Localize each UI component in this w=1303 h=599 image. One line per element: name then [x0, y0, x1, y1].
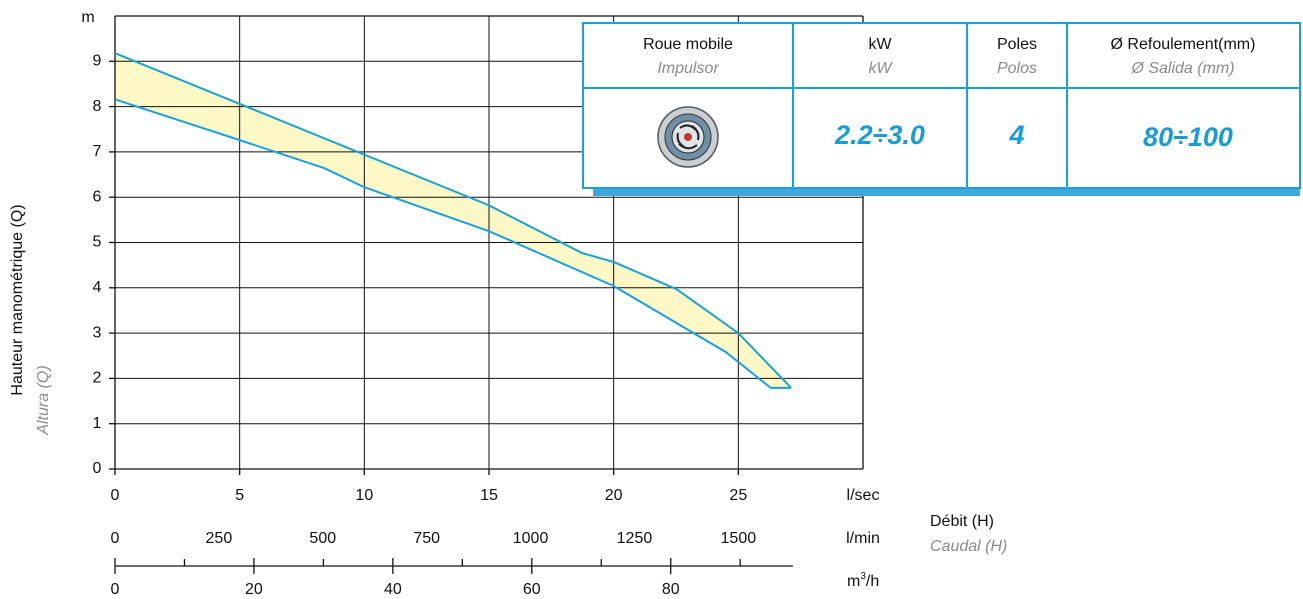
x2-tick-label: 1000 — [513, 530, 549, 547]
x2-tick-label: 500 — [309, 530, 336, 547]
y-tick-label: 7 — [93, 143, 102, 160]
x3-tick-label: 80 — [662, 581, 680, 598]
y-tick-label: 8 — [93, 98, 102, 115]
x2-tick-label: 250 — [206, 530, 233, 547]
x3-tick-label: 40 — [384, 581, 402, 598]
x3-tick-label: 60 — [523, 581, 541, 598]
x-unit-m3h: m3/h — [847, 571, 879, 591]
x-tick-label: 0 — [111, 487, 120, 504]
y-label: Hauteur manométrique (Q) — [9, 204, 26, 395]
table-header: kW — [868, 36, 892, 53]
y-tick-label: 4 — [93, 279, 102, 296]
x-tick-label: 10 — [355, 487, 373, 504]
y-tick-label: 6 — [93, 188, 102, 205]
table-header: Poles — [997, 36, 1037, 53]
y-tick-label: 1 — [93, 415, 102, 432]
band-fill — [115, 53, 792, 388]
y-unit: m — [81, 9, 94, 26]
x-label: Débit (H) — [930, 513, 994, 530]
x2-tick-label: 1500 — [721, 530, 757, 547]
y-label-alt: Altura (Q) — [35, 365, 52, 435]
table-header-alt: Polos — [997, 60, 1037, 77]
y-tick-label: 2 — [93, 370, 102, 387]
unit-part: 3 — [860, 571, 866, 582]
x-tick-label: 25 — [729, 487, 747, 504]
curve — [114, 52, 792, 389]
table-cell: 4 — [1008, 120, 1024, 150]
curve — [114, 98, 792, 389]
x2-tick-label: 750 — [413, 530, 440, 547]
x-tick-label: 15 — [480, 487, 498, 504]
x3-tick-label: 20 — [245, 581, 263, 598]
y-tick-label: 0 — [93, 460, 102, 477]
table-header: Ø Refoulement(mm) — [1111, 36, 1256, 53]
x2-tick-label: 1250 — [617, 530, 653, 547]
x-unit-lmin: l/min — [846, 530, 880, 547]
x-tick-label: 20 — [605, 487, 623, 504]
x3-tick-label: 0 — [111, 581, 120, 598]
table-shadow — [593, 186, 1300, 196]
table-cell: 80÷100 — [1143, 122, 1233, 152]
x-tick-label: 5 — [235, 487, 244, 504]
table-header-alt: Ø Salida (mm) — [1130, 60, 1234, 77]
unit-part: /h — [866, 573, 879, 590]
unit-part: m — [847, 573, 860, 590]
table-header: Roue mobile — [643, 36, 733, 53]
y-tick-label: 3 — [93, 324, 102, 341]
impeller-icon — [657, 106, 719, 168]
y-tick-label: 5 — [93, 234, 102, 251]
x2-tick-label: 0 — [111, 530, 120, 547]
y-tick-label: 9 — [93, 53, 102, 70]
table-header-alt: Impulsor — [657, 60, 719, 77]
table-cell: 2.2÷3.0 — [834, 120, 925, 150]
table-header-alt: kW — [868, 60, 893, 77]
x-label-alt: Caudal (H) — [930, 538, 1007, 555]
x-unit: l/sec — [847, 487, 880, 504]
